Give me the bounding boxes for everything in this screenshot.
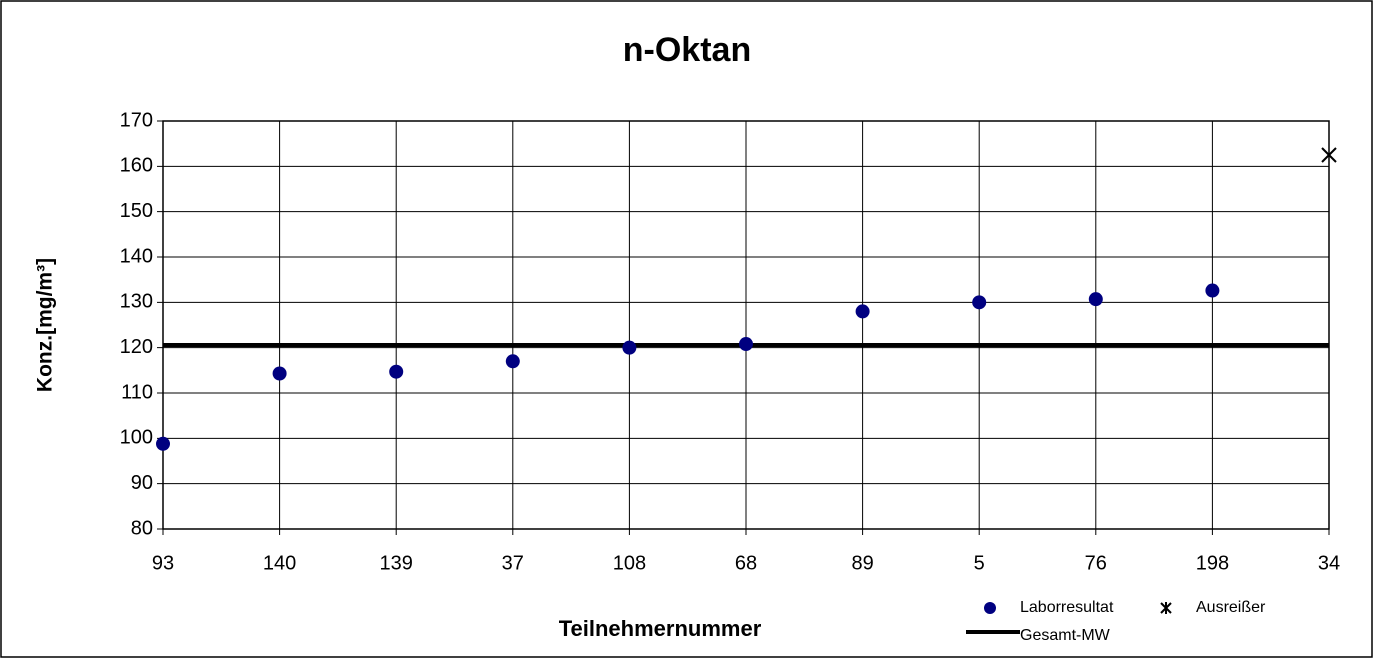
data-point	[1321, 147, 1337, 163]
y-tick-label: 170	[120, 109, 153, 131]
x-tick-label: 89	[851, 552, 873, 574]
data-point	[1205, 283, 1220, 298]
data-point	[156, 436, 170, 451]
data-point	[855, 304, 870, 319]
legend-label: Ausreißer	[1196, 599, 1266, 616]
y-tick-label: 110	[121, 381, 153, 403]
y-tick-label: 160	[120, 155, 153, 177]
y-tick-label: 100	[120, 427, 153, 449]
x-tick-label: 76	[1085, 552, 1107, 574]
x-tick-label: 37	[502, 552, 524, 574]
x-tick-label: 139	[380, 552, 413, 574]
plot-frame	[162, 120, 1330, 530]
y-axis-label: Konz.[mg/m³]	[34, 258, 57, 392]
data-point	[272, 366, 287, 381]
x-tick-label: 198	[1196, 552, 1229, 574]
y-tick-label: 90	[131, 472, 153, 494]
y-tick-label: 140	[120, 245, 153, 267]
x-tick-label: 68	[735, 552, 757, 574]
x-tick-label: 5	[974, 552, 985, 574]
data-point	[739, 337, 753, 352]
x-tick-label: 34	[1318, 552, 1340, 574]
legend-marker	[984, 602, 996, 614]
x-tick-label: 140	[263, 552, 296, 574]
data-point	[622, 340, 637, 355]
data-point	[972, 295, 987, 310]
x-tick-label: 93	[152, 552, 174, 574]
y-tick-label: 120	[120, 336, 153, 358]
y-tick-label: 130	[120, 291, 153, 313]
data-point	[1088, 292, 1103, 307]
x-axis-label: Teilnehmernummer	[559, 616, 762, 641]
chart-title: n-Oktan	[623, 31, 751, 69]
y-tick-label: 150	[120, 200, 153, 222]
legend-label: Gesamt-MW	[1020, 627, 1111, 644]
data-point	[505, 354, 520, 369]
y-tick-label: 80	[131, 517, 153, 539]
x-tick-label: 108	[613, 552, 646, 574]
legend-label: Laborresultat	[1020, 599, 1114, 616]
data-point	[389, 364, 404, 379]
legend-marker	[1160, 602, 1172, 614]
